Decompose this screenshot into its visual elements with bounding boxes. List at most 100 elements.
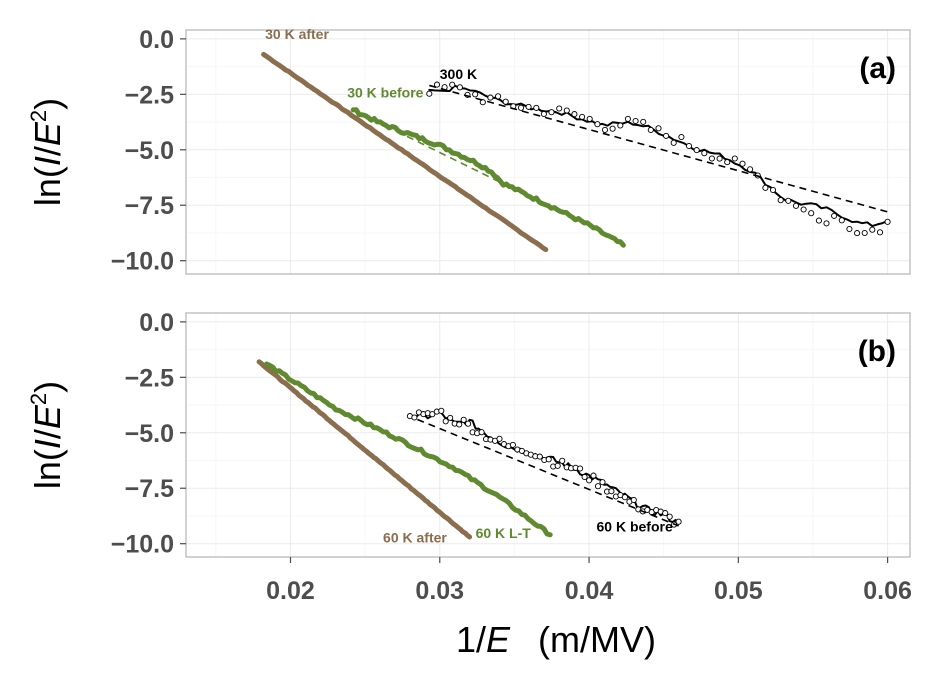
data-point bbox=[666, 513, 673, 520]
series-line bbox=[350, 107, 626, 248]
y-tick-label: 0.0 bbox=[139, 309, 174, 337]
data-point bbox=[456, 84, 463, 91]
data-point bbox=[429, 411, 436, 418]
data-point bbox=[533, 104, 540, 111]
series-300-k-fit bbox=[429, 84, 888, 213]
series-label: 30 K before bbox=[347, 85, 423, 101]
data-point bbox=[579, 113, 586, 120]
data-point bbox=[426, 90, 433, 97]
fit-line bbox=[352, 109, 624, 244]
data-point bbox=[731, 155, 738, 162]
data-point bbox=[545, 456, 552, 463]
data-point bbox=[823, 220, 830, 227]
data-point bbox=[456, 421, 463, 428]
data-point bbox=[554, 462, 561, 469]
data-point bbox=[815, 217, 822, 224]
data-point bbox=[869, 226, 876, 233]
series-60-k-after bbox=[256, 359, 473, 540]
data-point bbox=[548, 109, 555, 116]
data-point bbox=[586, 115, 593, 122]
data-point bbox=[630, 496, 637, 504]
data-point bbox=[785, 197, 792, 204]
data-point bbox=[479, 99, 486, 106]
data-point bbox=[609, 125, 616, 132]
data-point bbox=[447, 414, 454, 421]
y-axis-title-slash: / bbox=[27, 146, 68, 156]
panel-frame bbox=[185, 29, 911, 275]
series-line bbox=[261, 51, 549, 253]
data-point bbox=[590, 472, 597, 479]
data-point bbox=[495, 93, 502, 100]
y-axis-title-prefix: ln( bbox=[27, 166, 68, 206]
data-point bbox=[624, 115, 631, 122]
x-axis-title-units: (m/MV) bbox=[538, 619, 656, 660]
data-point bbox=[460, 416, 467, 423]
x-tick-label: 0.06 bbox=[863, 577, 912, 605]
series-label: 60 K after bbox=[383, 530, 447, 546]
data-point bbox=[478, 429, 485, 436]
x-axis-title-e: E bbox=[486, 619, 511, 660]
x-tick-label: 0.05 bbox=[714, 577, 763, 605]
y-tick-label: −5.0 bbox=[125, 420, 174, 448]
series-30-k-after bbox=[261, 51, 549, 253]
y-tick-label: −5.0 bbox=[125, 137, 174, 165]
y-axis-title-slash: / bbox=[27, 429, 68, 439]
data-point bbox=[693, 147, 700, 154]
data-point bbox=[792, 202, 800, 209]
data-point bbox=[846, 225, 853, 233]
y-axis-title-i: I bbox=[27, 439, 68, 449]
y-axis-title-i: I bbox=[27, 156, 68, 166]
data-point bbox=[581, 473, 588, 481]
data-point bbox=[769, 186, 777, 194]
data-point bbox=[716, 155, 723, 162]
data-point bbox=[540, 110, 547, 118]
y-axis-title-sup: 2 bbox=[26, 393, 51, 405]
data-point bbox=[487, 94, 494, 101]
y-axis-title: ln(I/E2) bbox=[26, 381, 68, 489]
data-point bbox=[675, 518, 682, 525]
data-point bbox=[594, 121, 601, 128]
data-point bbox=[472, 91, 479, 98]
data-point bbox=[640, 118, 647, 125]
data-point bbox=[465, 420, 472, 427]
data-point bbox=[599, 479, 606, 486]
data-point bbox=[442, 418, 449, 425]
y-axis-title: ln(I/E2) bbox=[26, 98, 68, 206]
series-line bbox=[256, 359, 473, 540]
series-label: 30 K after bbox=[265, 26, 329, 42]
data-point bbox=[647, 126, 654, 134]
data-point bbox=[747, 166, 754, 173]
data-point bbox=[655, 125, 662, 132]
data-point bbox=[608, 488, 615, 495]
y-tick-label: −7.5 bbox=[125, 475, 174, 503]
panel-label: (b) bbox=[858, 335, 896, 368]
data-point bbox=[777, 197, 784, 204]
series-label: 300 K bbox=[440, 66, 477, 82]
data-point bbox=[518, 447, 525, 454]
data-point bbox=[559, 457, 566, 464]
series-60-k-before-points bbox=[406, 407, 682, 528]
series-label: 60 K L-T bbox=[476, 525, 532, 541]
data-point bbox=[571, 111, 578, 118]
data-point bbox=[724, 159, 731, 166]
y-tick-label: −10.0 bbox=[111, 248, 174, 276]
y-axis-title-suffix: ) bbox=[27, 98, 68, 110]
y-axis-title-e: E bbox=[27, 121, 68, 146]
y-axis-title-suffix: ) bbox=[27, 381, 68, 393]
data-point bbox=[517, 104, 525, 111]
series-line bbox=[264, 361, 553, 538]
data-point bbox=[594, 483, 602, 490]
data-point bbox=[601, 126, 609, 133]
data-point bbox=[876, 229, 884, 236]
series-30-k-before-fit bbox=[352, 109, 624, 244]
data-point bbox=[685, 142, 693, 150]
series-60-k-l-t bbox=[264, 361, 553, 538]
data-point bbox=[708, 155, 715, 162]
y-axis-title-sup: 2 bbox=[26, 110, 51, 122]
x-tick-label: 0.04 bbox=[565, 577, 614, 605]
series-300-k-points bbox=[426, 81, 891, 237]
data-point bbox=[496, 435, 503, 442]
panel-frame bbox=[185, 312, 911, 558]
data-point bbox=[800, 206, 807, 213]
